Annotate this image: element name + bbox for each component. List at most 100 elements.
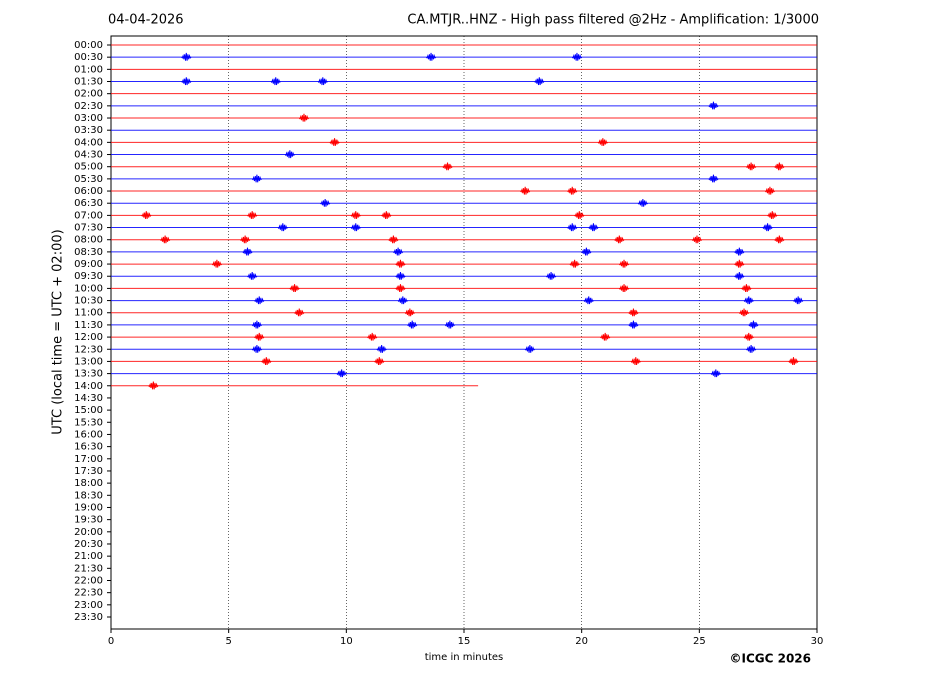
event-burst <box>793 296 804 305</box>
y-tick-label: 12:00 <box>74 332 103 343</box>
event-burst <box>425 52 437 61</box>
y-tick-label: 15:00 <box>74 405 103 416</box>
event-burst <box>294 308 305 317</box>
event-burst <box>534 77 545 86</box>
event-burst <box>211 259 223 268</box>
event-burst <box>581 247 592 256</box>
event-burst <box>159 235 171 244</box>
y-tick-label: 04:00 <box>74 137 103 148</box>
event-burst <box>767 211 778 219</box>
event-burst <box>588 223 599 232</box>
event-burst <box>392 247 404 256</box>
y-tick-label: 14:30 <box>74 393 103 404</box>
y-tick-label: 13:00 <box>74 356 103 367</box>
x-tick-label: 5 <box>225 636 231 647</box>
event-burst <box>395 284 406 292</box>
event-burst <box>254 296 265 305</box>
y-tick-label: 05:00 <box>74 162 103 173</box>
y-tick-label: 17:00 <box>74 454 103 465</box>
event-burst <box>350 223 361 232</box>
y-tick-label: 07:30 <box>74 223 103 234</box>
event-burst <box>251 345 263 353</box>
chart-title: CA.MTJR..HNZ - High pass filtered @2Hz -… <box>407 13 819 28</box>
y-tick-label: 09:00 <box>74 259 103 270</box>
y-tick-label: 22:30 <box>74 588 103 599</box>
event-burst <box>618 284 630 292</box>
event-burst <box>181 52 192 61</box>
event-burst <box>734 271 745 280</box>
y-tick-label: 21:30 <box>74 563 103 574</box>
y-tick-label: 03:30 <box>74 125 103 136</box>
y-tick-label: 04:30 <box>74 150 103 161</box>
event-burst <box>734 259 745 268</box>
event-burst <box>569 259 580 268</box>
y-tick-label: 07:00 <box>74 210 103 221</box>
y-tick-label: 21:00 <box>74 551 103 562</box>
event-burst <box>270 77 281 86</box>
event-burst <box>320 198 331 207</box>
event-burst <box>367 332 378 341</box>
event-burst <box>251 320 263 329</box>
event-burst <box>289 284 300 292</box>
y-tick-label: 11:30 <box>74 320 103 331</box>
event-burst <box>388 235 399 244</box>
event-burst <box>444 320 456 329</box>
event-burst <box>774 162 785 171</box>
event-burst <box>691 235 703 244</box>
event-burst <box>708 174 719 183</box>
date: 04-04-2026 <box>108 13 184 28</box>
event-burst <box>329 138 340 146</box>
event-burst <box>148 381 159 390</box>
event-burst <box>628 320 639 329</box>
event-burst <box>395 271 406 280</box>
event-burst <box>597 138 608 146</box>
event-burst <box>381 211 392 219</box>
y-tick-label: 08:00 <box>74 235 103 246</box>
event-burst <box>247 271 258 280</box>
event-burst <box>743 296 754 305</box>
y-tick-label: 22:00 <box>74 575 103 586</box>
y-tick-label: 18:00 <box>74 478 103 489</box>
event-burst <box>545 271 557 280</box>
event-burst <box>251 174 263 183</box>
x-axis-label: time in minutes <box>425 652 504 663</box>
x-tick-label: 15 <box>458 636 471 647</box>
event-burst <box>397 296 408 305</box>
event-burst <box>571 52 583 61</box>
event-burst <box>618 259 630 268</box>
y-tick-label: 10:00 <box>74 283 103 294</box>
y-tick-label: 05:30 <box>74 174 103 185</box>
event-burst <box>317 77 328 86</box>
event-burst <box>614 235 625 244</box>
y-tick-label: 14:00 <box>74 381 103 392</box>
event-burst <box>574 211 585 219</box>
y-tick-label: 00:30 <box>74 52 103 63</box>
event-burst <box>524 345 536 353</box>
event-burst <box>710 369 721 378</box>
event-burst <box>404 308 416 317</box>
event-burst <box>240 235 251 244</box>
event-burst <box>442 162 453 171</box>
event-burst <box>708 101 719 110</box>
event-burst <box>520 186 531 195</box>
event-burst <box>600 332 611 341</box>
y-tick-label: 15:30 <box>74 417 103 428</box>
event-burst <box>745 345 757 353</box>
y-tick-label: 02:00 <box>74 89 103 100</box>
x-tick-label: 20 <box>575 636 588 647</box>
event-burst <box>762 223 773 232</box>
y-tick-label: 09:30 <box>74 271 103 282</box>
event-burst <box>350 211 361 219</box>
copyright: ©ICGC 2026 <box>729 652 811 666</box>
event-burst <box>336 369 347 378</box>
y-tick-label: 03:00 <box>74 113 103 124</box>
y-tick-label: 08:30 <box>74 247 103 258</box>
event-burst <box>374 357 385 365</box>
y-tick-label: 01:00 <box>74 64 103 75</box>
y-tick-label: 10:30 <box>74 296 103 307</box>
event-burst <box>734 247 745 256</box>
y-tick-label: 19:30 <box>74 515 103 526</box>
x-tick-label: 10 <box>340 636 353 647</box>
event-burst <box>764 186 776 195</box>
y-tick-label: 20:30 <box>74 539 103 550</box>
